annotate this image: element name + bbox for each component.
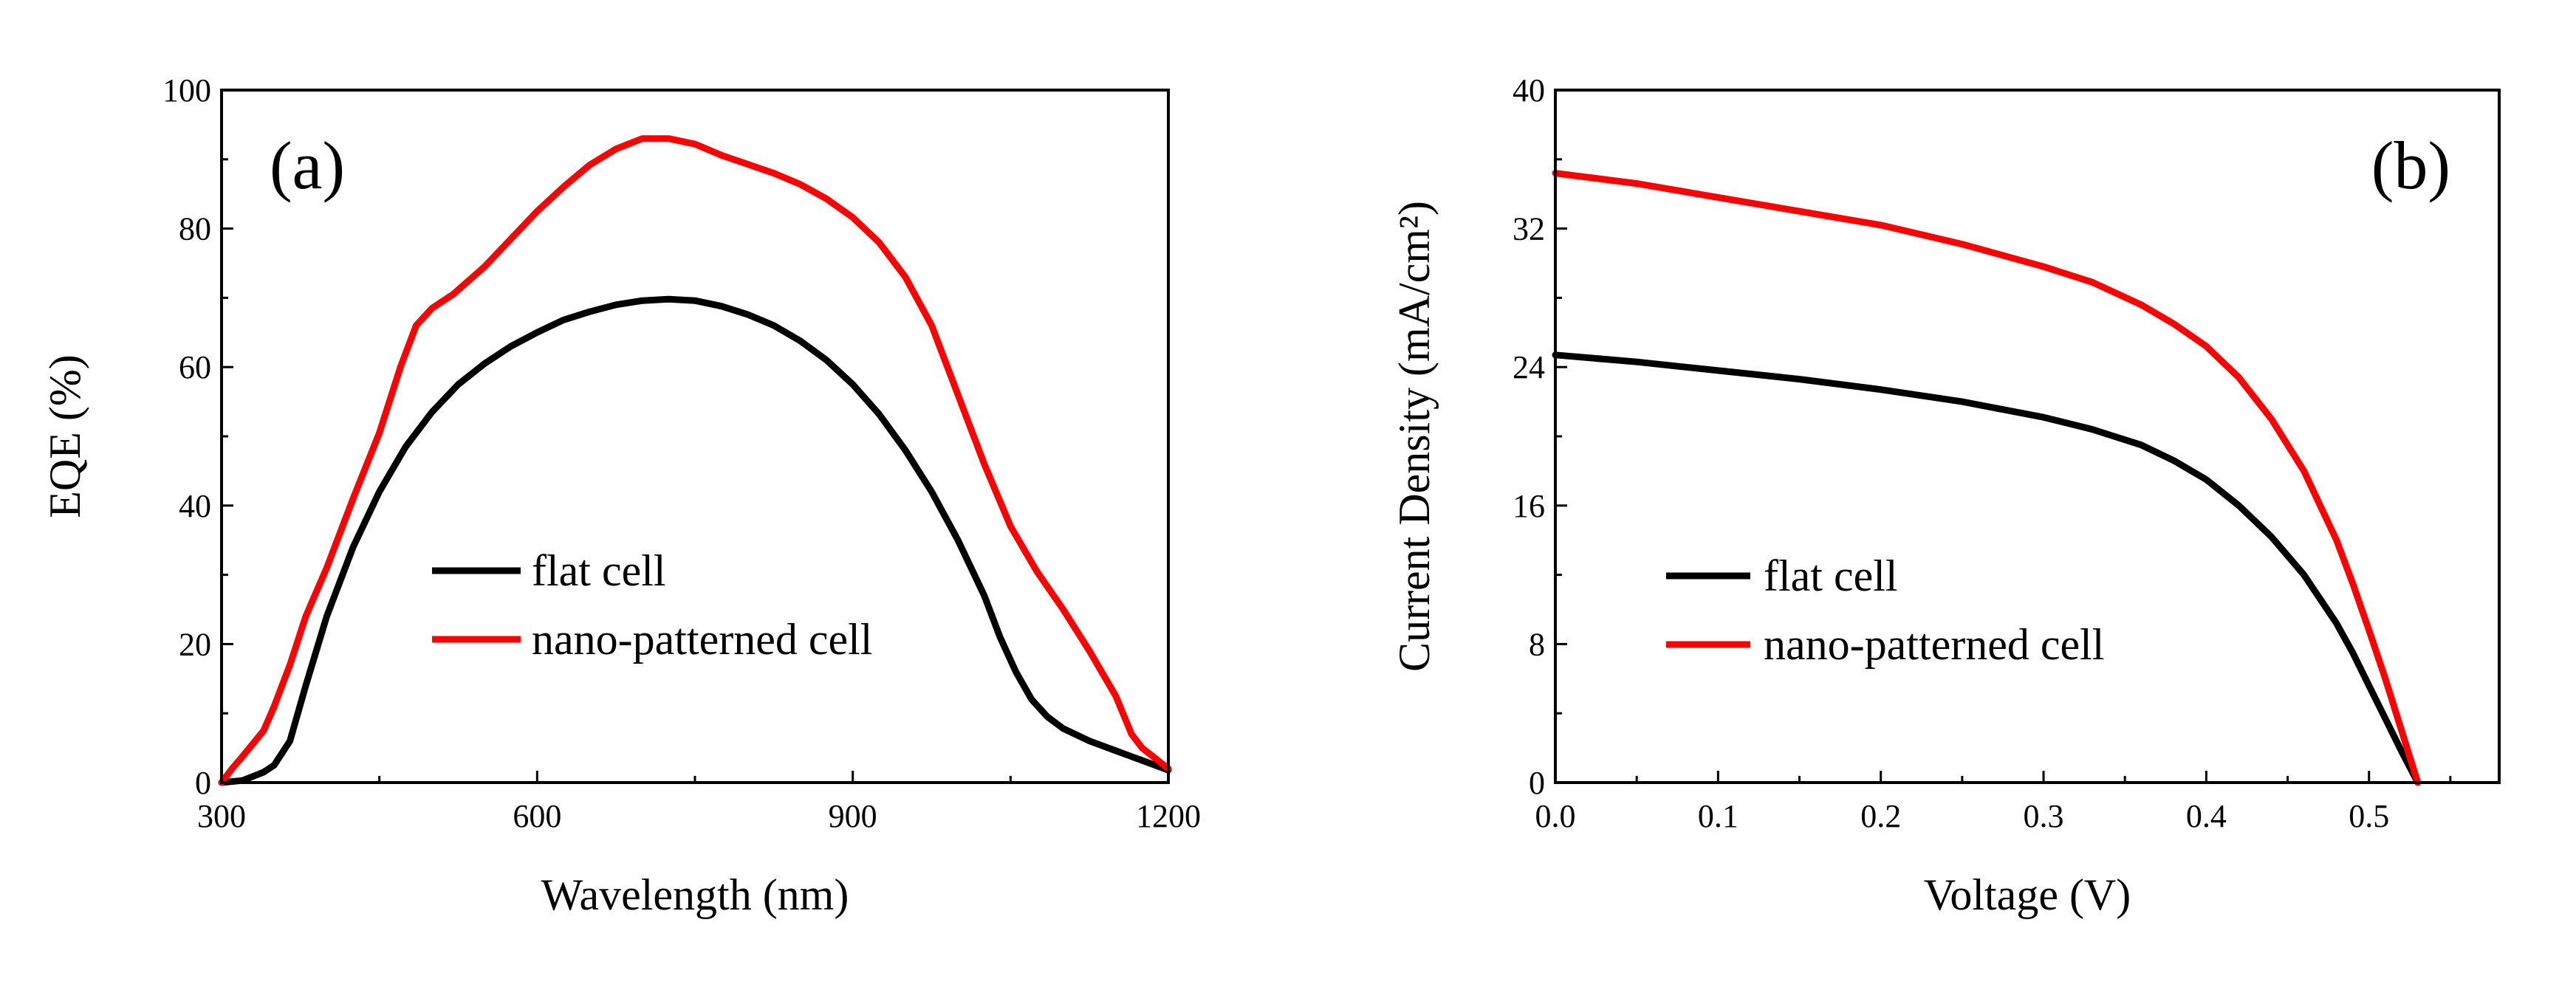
x-axis-title: Wavelength (nm) (541, 870, 849, 919)
series-line-nano-patterned-cell (1552, 170, 2422, 786)
y-tick-label: 80 (179, 211, 211, 247)
series-line-flat-cell (1552, 351, 2422, 786)
x-tick-label: 0.1 (1698, 798, 1739, 834)
y-tick-label: 20 (179, 626, 211, 662)
panel-label: (a) (270, 128, 345, 203)
y-tick-label: 16 (1513, 488, 1545, 524)
y-tick-label: 24 (1513, 349, 1545, 385)
y-tick-label: 32 (1513, 211, 1545, 247)
legend-label: flat cell (1764, 551, 1898, 600)
y-tick-label: 0 (1529, 765, 1545, 801)
x-tick-label: 0.3 (2024, 798, 2064, 834)
series-line-nano-patterned-cell (218, 135, 1172, 786)
y-tick-label: 60 (179, 349, 211, 385)
chart-panel-b: 0.0 0.1 0.2 0.3 0.4 0.5 0 8 16 24 32 40 Voltage (V) C… (1390, 72, 2501, 919)
plot-frame (220, 89, 1170, 784)
x-tick-label: 0.5 (2349, 798, 2389, 834)
panel-label: (b) (2371, 128, 2450, 203)
chart-panel-a: 300 600 900 1200 0 20 40 60 80 100 Wavelength (nm)… (41, 72, 1201, 919)
legend-label: flat cell (532, 546, 666, 595)
x-tick-label: 300 (197, 798, 246, 834)
y-tick-label: 40 (1513, 72, 1545, 109)
y-tick-label: 100 (162, 72, 211, 109)
x-tick-label: 900 (829, 798, 877, 834)
y-axis-title: Current Density (mA/cm²) (1390, 201, 1439, 672)
y-axis-title: EQE (%) (41, 354, 89, 518)
x-tick-label: 600 (513, 798, 561, 834)
y-tick-label: 0 (195, 765, 211, 801)
legend-label: nano-patterned cell (1764, 620, 2104, 669)
y-tick-label: 8 (1529, 626, 1545, 662)
x-axis-title: Voltage (V) (1924, 870, 2131, 919)
legend-label: nano-patterned cell (532, 615, 872, 664)
series-line-flat-cell (218, 295, 1172, 786)
y-tick-label: 40 (179, 488, 211, 524)
x-tick-label: 0.2 (1860, 798, 1901, 834)
x-tick-label: 0.0 (1535, 798, 1576, 834)
x-tick-label: 0.4 (2186, 798, 2227, 834)
x-tick-label: 1200 (1136, 798, 1201, 834)
